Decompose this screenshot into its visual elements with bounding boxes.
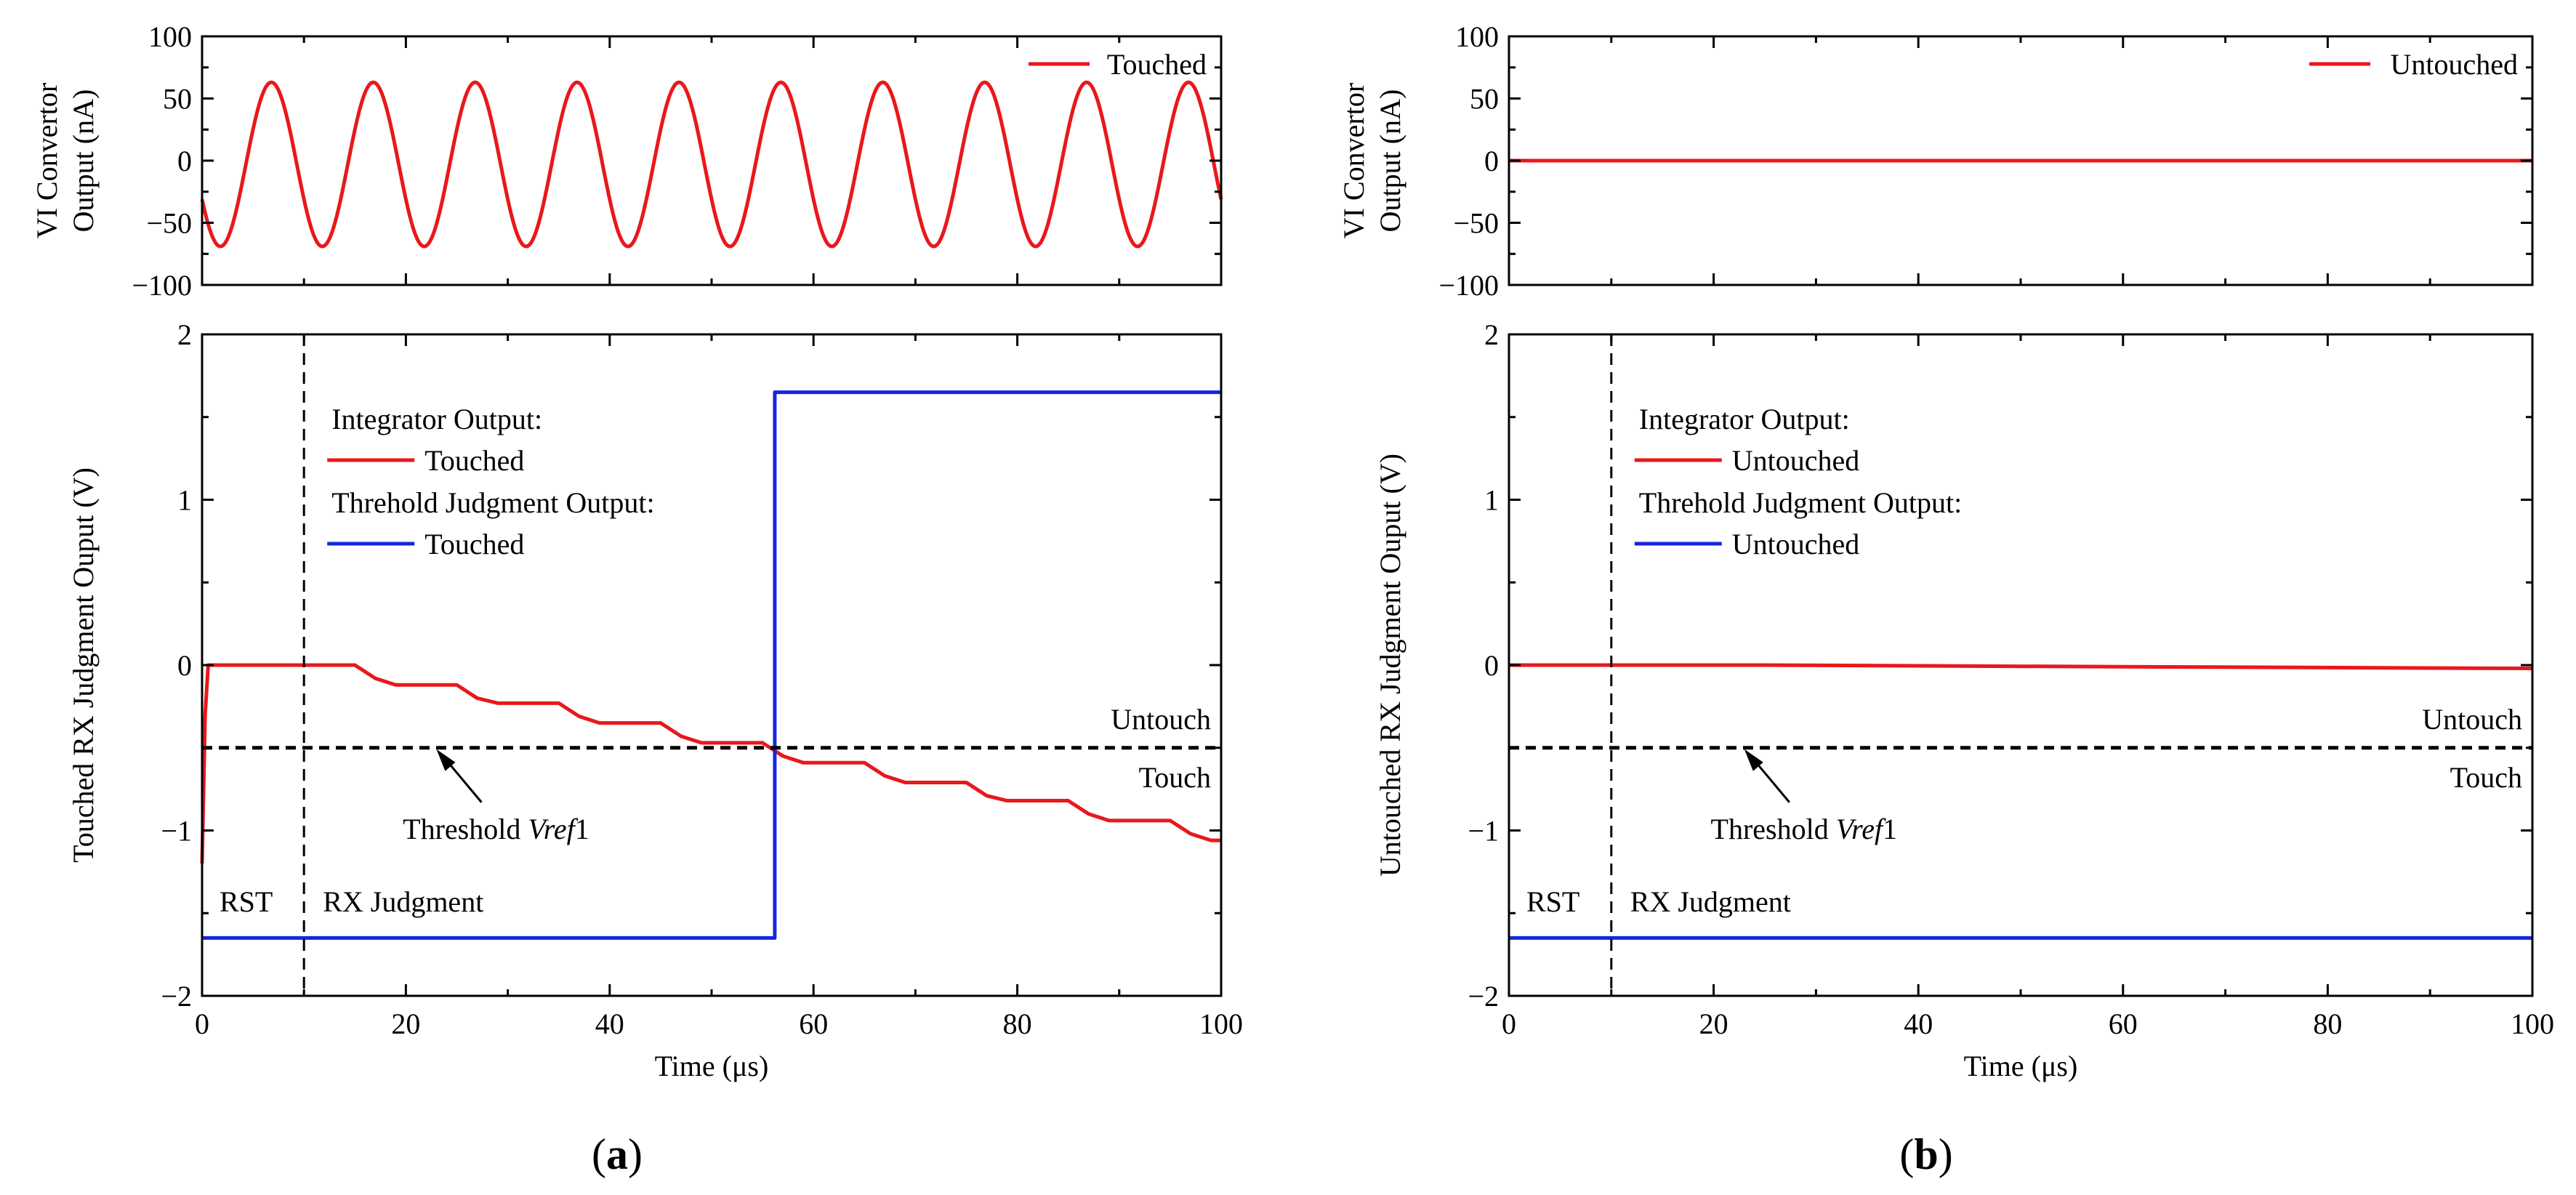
a-bottom-xtick-label: 80 <box>1003 1007 1032 1040</box>
b-bottom-xtick-label: 60 <box>2109 1007 2138 1040</box>
a-bottom-ytick-label: 0 <box>177 649 192 682</box>
b-bottom-legend-label-threshold: Untouched <box>1732 528 1860 560</box>
b-bottom-legend-title-integrator: Integrator Output: <box>1639 403 1850 435</box>
b-top-ytick-label: −100 <box>1438 269 1499 302</box>
a-top-ytick-label: 0 <box>177 145 192 177</box>
panel-label-a: (a) <box>592 1130 643 1178</box>
a-top-plot-frame <box>201 35 1223 286</box>
panel-label-b: (b) <box>1899 1130 1952 1178</box>
a-bottom-legend-label-integrator: Touched <box>424 444 524 477</box>
b-bottom-xtick-label: 20 <box>1699 1007 1728 1040</box>
b-bottom-ytick-label: 2 <box>1484 318 1499 351</box>
a-bottom-ylabel: Touched RX Judgment Ouput (V) <box>67 467 100 863</box>
a-bottom-xtick-label: 60 <box>799 1007 828 1040</box>
b-bottom-xtick-label: 80 <box>2313 1007 2342 1040</box>
a-bottom-threshold-suffix: 1 <box>575 813 589 845</box>
b-bottom-threshold-suffix: 1 <box>1883 813 1897 845</box>
b-bottom-ytick-label: 1 <box>1484 484 1499 517</box>
a-bottom-untouch-label: Untouch <box>1111 703 1211 736</box>
a-bottom-series-blue-line <box>202 390 1221 940</box>
a-bottom-threshold-label: Threshold Vref1 <box>403 813 589 845</box>
a-bottom-xtick-label: 40 <box>595 1007 624 1040</box>
a-top-ytick-label: −100 <box>132 269 192 302</box>
a-bottom-xtick-label: 100 <box>1199 1007 1243 1040</box>
a-bottom-rst-label: RST <box>220 885 273 918</box>
a-bottom-xtick-label: 0 <box>195 1007 209 1040</box>
a-top-series-red-line <box>200 80 1223 249</box>
panel-label-b-part1: b <box>1914 1130 1938 1178</box>
a-bottom-legend-label-threshold: Touched <box>424 528 524 560</box>
b-bottom-untouch-label: Untouch <box>2422 703 2522 736</box>
b-bottom-rst-label: RST <box>1526 885 1579 918</box>
a-top-ytick-label: 50 <box>163 83 192 116</box>
b-top-ylabel-line2: Output (nA) <box>1374 89 1406 233</box>
b-bottom-touch-label: Touch <box>2450 761 2522 794</box>
b-bottom-threshold-arrow-head <box>1744 749 1763 771</box>
b-bottom-ytick-label: 0 <box>1484 649 1499 682</box>
b-top-ylabel-line1: VI Convertor <box>1337 83 1370 238</box>
b-bottom-legend-title-threshold: Threhold Judgment Output: <box>1639 486 1962 519</box>
a-bottom-ytick-label: −1 <box>161 815 192 848</box>
b-bottom-ytick-label: −2 <box>1468 980 1499 1013</box>
a-bottom-threshold-arrow-head <box>436 749 456 771</box>
a-bottom-ytick-label: −2 <box>161 980 192 1013</box>
a-top-ylabel-line1: VI Convertor <box>31 83 63 238</box>
a-top-ytick-label: 100 <box>148 20 192 53</box>
a-bottom-rx-judgment-label: RX Judgment <box>323 885 483 918</box>
b-top-ytick-label: 0 <box>1484 145 1499 177</box>
b-bottom-rx-judgment-label: RX Judgment <box>1630 885 1791 918</box>
a-bottom-legend-title-threshold: Threhold Judgment Output: <box>331 486 654 519</box>
b-bottom-threshold-label: Threshold Vref1 <box>1711 813 1898 845</box>
a-bottom-threshold-var: Vref <box>528 813 578 845</box>
a-bottom-xtick-label: 20 <box>391 1007 420 1040</box>
b-bottom-threshold-prefix: Threshold <box>1711 813 1836 845</box>
a-bottom-ytick-label: 1 <box>177 484 192 517</box>
a-bottom-legend-title-integrator: Integrator Output: <box>331 403 542 435</box>
b-bottom-threshold-var: Vref <box>1836 813 1886 845</box>
panel-label-a-part0: ( <box>592 1130 606 1178</box>
b-top-legend-label: Untouched <box>2390 48 2518 81</box>
b-bottom-series-red-line <box>1509 663 2533 671</box>
b-bottom-xtick-label: 100 <box>2511 1007 2554 1040</box>
a-top-ytick-label: −50 <box>146 207 192 240</box>
a-bottom-xlabel: Time (μs) <box>655 1050 769 1082</box>
a-top-legend-label: Touched <box>1107 48 1207 81</box>
b-bottom-ylabel: Untouched RX Judgment Ouput (V) <box>1374 454 1406 877</box>
a-bottom-touch-label: Touch <box>1139 761 1211 794</box>
b-bottom-xtick-label: 40 <box>1904 1007 1933 1040</box>
a-bottom-series-red-line <box>200 663 1221 864</box>
b-bottom-xtick-label: 0 <box>1502 1007 1516 1040</box>
a-top-ylabel-line2: Output (nA) <box>67 89 100 233</box>
b-top-ytick-label: −50 <box>1453 207 1499 240</box>
a-bottom-threshold-prefix: Threshold <box>403 813 528 845</box>
b-bottom-legend-label-integrator: Untouched <box>1732 444 1860 477</box>
b-top-ytick-label: 50 <box>1470 83 1499 116</box>
b-bottom-xlabel: Time (μs) <box>1964 1050 2078 1082</box>
panel-label-a-part1: a <box>606 1130 628 1178</box>
b-bottom-ytick-label: −1 <box>1468 815 1499 848</box>
panel-label-b-part2: ) <box>1939 1130 1953 1178</box>
panel-label-a-part2: ) <box>628 1130 643 1178</box>
a-bottom-ytick-label: 2 <box>177 318 192 351</box>
b-top-ytick-label: 100 <box>1455 20 1499 53</box>
panel-label-b-part0: ( <box>1899 1130 1914 1178</box>
